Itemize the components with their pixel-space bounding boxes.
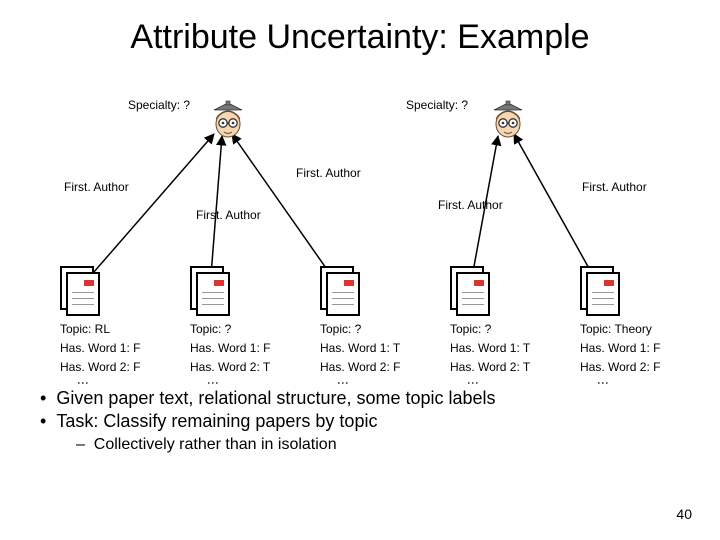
paper-attr: Has. Word 2: T bbox=[450, 360, 530, 375]
edge-label: First. Author bbox=[64, 180, 129, 194]
paper-attr: Topic: RL bbox=[60, 322, 140, 337]
paper-attr: Has. Word 2: F bbox=[580, 360, 660, 375]
bullet-list: • Given paper text, relational structure… bbox=[40, 388, 680, 454]
paper-attr: Topic: ? bbox=[320, 322, 400, 337]
edge-label: First. Author bbox=[438, 198, 503, 212]
paper-icon bbox=[190, 266, 232, 318]
paper-node: Topic: ? Has. Word 1: T Has. Word 2: F ⋮ bbox=[320, 266, 400, 389]
paper-attr: Has. Word 2: F bbox=[60, 360, 140, 375]
page-number: 40 bbox=[676, 506, 692, 522]
bullet-item: • Given paper text, relational structure… bbox=[40, 388, 680, 409]
author-icon-right bbox=[488, 98, 528, 142]
paper-node: Topic: ? Has. Word 1: F Has. Word 2: T ⋮ bbox=[190, 266, 270, 389]
paper-attr: Has. Word 1: F bbox=[190, 341, 270, 356]
paper-attr: Has. Word 1: T bbox=[320, 341, 400, 356]
paper-attr: Has. Word 1: F bbox=[580, 341, 660, 356]
bullet-subitem: – Collectively rather than in isolation bbox=[76, 436, 680, 454]
bullet-text: Collectively rather than in isolation bbox=[94, 436, 337, 453]
edge-label: First. Author bbox=[582, 180, 647, 194]
paper-attr: Has. Word 1: F bbox=[60, 341, 140, 356]
paper-node: Topic: RL Has. Word 1: F Has. Word 2: F … bbox=[60, 266, 140, 389]
paper-icon bbox=[60, 266, 102, 318]
paper-icon bbox=[450, 266, 492, 318]
bullet-text: Task: Classify remaining papers by topic bbox=[56, 411, 377, 431]
paper-icon bbox=[320, 266, 362, 318]
paper-node: Topic: ? Has. Word 1: T Has. Word 2: T ⋮ bbox=[450, 266, 530, 389]
edge-label: First. Author bbox=[196, 208, 261, 222]
paper-attr: Has. Word 1: T bbox=[450, 341, 530, 356]
paper-node: Topic: Theory Has. Word 1: F Has. Word 2… bbox=[580, 266, 660, 389]
author-icon-left bbox=[208, 98, 248, 142]
paper-icon bbox=[580, 266, 622, 318]
slide: Attribute Uncertainty: Example Specialty… bbox=[0, 0, 720, 540]
slide-title: Attribute Uncertainty: Example bbox=[0, 0, 720, 57]
specialty-label-right: Specialty: ? bbox=[406, 98, 468, 112]
paper-attr: Has. Word 2: T bbox=[190, 360, 270, 375]
paper-attr: Topic: Theory bbox=[580, 322, 660, 337]
edge-label: First. Author bbox=[296, 166, 361, 180]
paper-attr: Topic: ? bbox=[450, 322, 530, 337]
bullet-text: Given paper text, relational structure, … bbox=[56, 388, 495, 408]
paper-attr: Topic: ? bbox=[190, 322, 270, 337]
specialty-label-left: Specialty: ? bbox=[128, 98, 190, 112]
bullet-item: • Task: Classify remaining papers by top… bbox=[40, 411, 680, 432]
diagram-area: Specialty: ? Specialty: ? First. Author … bbox=[0, 80, 720, 340]
paper-attr: Has. Word 2: F bbox=[320, 360, 400, 375]
